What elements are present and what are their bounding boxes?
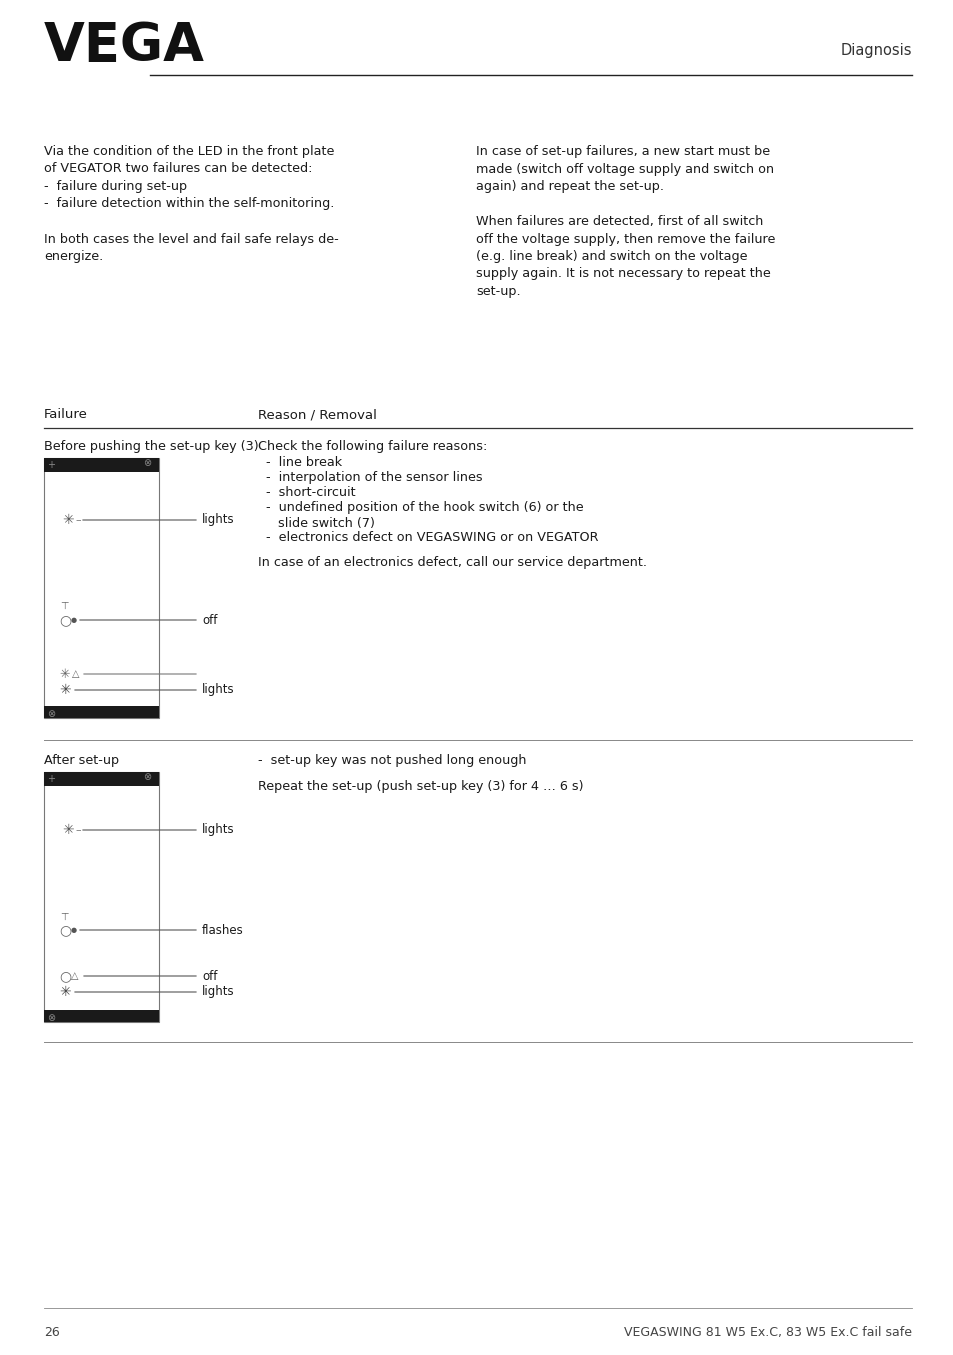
Text: Via the condition of the LED in the front plate
of VEGATOR two failures can be d: Via the condition of the LED in the fron… [44, 145, 338, 263]
Text: ⊗: ⊗ [143, 772, 151, 782]
Text: Before pushing the set-up key (3): Before pushing the set-up key (3) [44, 440, 258, 453]
Text: flashes: flashes [202, 924, 244, 936]
Text: ●: ● [71, 927, 77, 934]
Text: -  set-up key was not pushed long enough: - set-up key was not pushed long enough [257, 753, 526, 767]
Bar [44, 772, 159, 1022]
Text: In case of set-up failures, a new start must be
made (switch off voltage supply : In case of set-up failures, a new start … [476, 145, 775, 298]
Text: After set-up: After set-up [44, 753, 119, 767]
Bar [44, 772, 159, 786]
Text: Reason / Removal: Reason / Removal [257, 408, 376, 421]
Text: lights: lights [202, 683, 234, 696]
Text: +: + [47, 459, 55, 470]
Text: VEGA: VEGA [44, 20, 205, 72]
Bar [44, 458, 159, 472]
Text: ⊤: ⊤ [60, 912, 69, 921]
Text: ○: ○ [59, 612, 71, 627]
Bar [44, 458, 159, 718]
Text: –: – [75, 515, 81, 524]
Text: ⊗: ⊗ [143, 458, 151, 467]
Text: –: – [75, 825, 81, 835]
Text: 26: 26 [44, 1327, 60, 1339]
Text: ✳: ✳ [59, 985, 71, 999]
Text: In case of an electronics defect, call our service department.: In case of an electronics defect, call o… [257, 556, 646, 569]
Text: +: + [47, 774, 55, 785]
Text: -  interpolation of the sensor lines: - interpolation of the sensor lines [266, 472, 482, 484]
Text: off: off [202, 969, 217, 982]
Text: -  electronics defect on VEGASWING or on VEGATOR: - electronics defect on VEGASWING or on … [266, 531, 598, 543]
Text: -  line break: - line break [266, 457, 342, 469]
Text: lights: lights [202, 985, 234, 999]
Text: ✳: ✳ [59, 683, 71, 696]
Text: off: off [202, 614, 217, 626]
Text: ⊗: ⊗ [47, 709, 55, 720]
Text: ○: ○ [59, 969, 71, 982]
Bar [44, 1009, 159, 1022]
Text: -  undefined position of the hook switch (6) or the
   slide switch (7): - undefined position of the hook switch … [266, 501, 583, 531]
Text: ✳: ✳ [59, 668, 70, 680]
Text: Check the following failure reasons:: Check the following failure reasons: [257, 440, 487, 453]
Bar [44, 706, 159, 718]
Text: △: △ [71, 972, 78, 981]
Text: ✳: ✳ [62, 514, 73, 527]
Text: ✳: ✳ [62, 822, 73, 837]
Text: ○: ○ [59, 923, 71, 938]
Text: VEGASWING 81 W5 Ex.C, 83 W5 Ex.C fail safe: VEGASWING 81 W5 Ex.C, 83 W5 Ex.C fail sa… [623, 1327, 911, 1339]
Text: lights: lights [202, 514, 234, 527]
Text: Diagnosis: Diagnosis [840, 43, 911, 58]
Text: ⊤: ⊤ [60, 602, 69, 611]
Text: △: △ [71, 669, 79, 679]
Text: -  short-circuit: - short-circuit [266, 486, 355, 499]
Text: ●: ● [71, 617, 77, 623]
Text: ⊗: ⊗ [47, 1014, 55, 1023]
Text: Repeat the set-up (push set-up key (3) for 4 … 6 s): Repeat the set-up (push set-up key (3) f… [257, 780, 583, 793]
Text: Failure: Failure [44, 408, 88, 421]
Text: lights: lights [202, 824, 234, 836]
